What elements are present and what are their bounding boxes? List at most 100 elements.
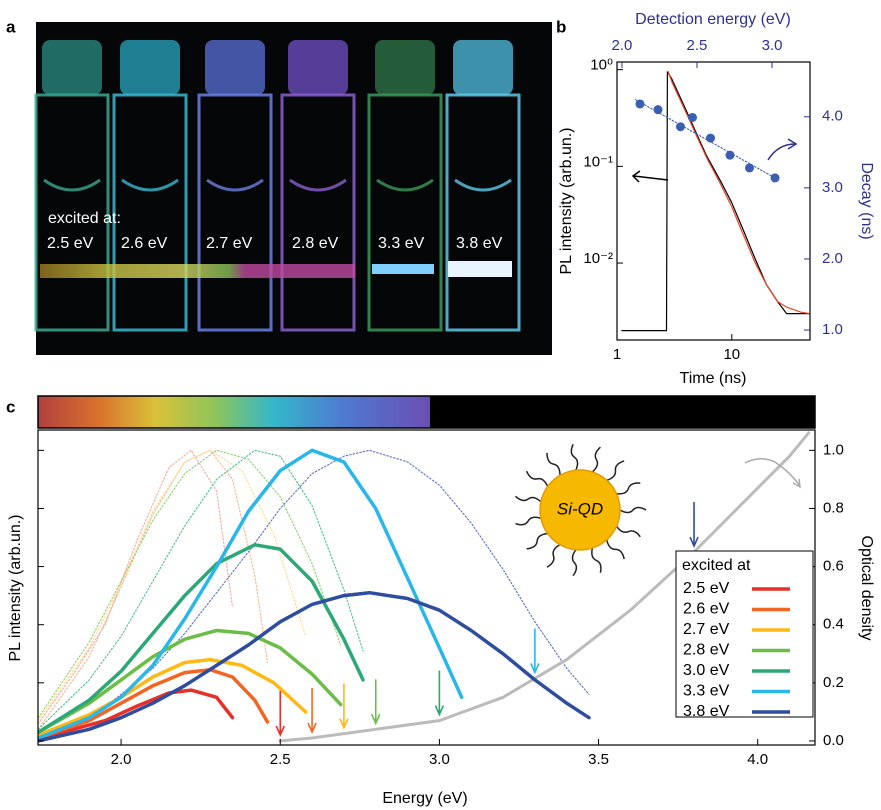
ligand [526, 532, 548, 550]
ligand [525, 470, 549, 487]
vial-body [34, 93, 110, 332]
vial-cap [375, 40, 435, 95]
panel-label: c [6, 397, 15, 416]
arrow [767, 138, 798, 161]
excitation-arrow [370, 679, 381, 726]
legend-box [675, 550, 814, 718]
vial-cap [42, 40, 102, 95]
y-tick-label: 1.0 [823, 441, 844, 458]
photo-label: 2.6 eV [121, 235, 168, 252]
marker [635, 99, 645, 109]
marker [705, 133, 715, 143]
y-tick-label: 10⁻¹ [583, 153, 613, 170]
y-tick-label: 10⁰ [590, 57, 613, 74]
photo-label: 2.7 eV [206, 235, 253, 252]
excitation-arrow [275, 690, 285, 737]
y2-tick-label: 2.0 [822, 250, 843, 267]
x-tick-label: 3.5 [588, 751, 609, 768]
photo-caption: excited at: [48, 210, 121, 227]
ligand [515, 516, 542, 526]
legend-label: 2.7 eV [683, 621, 730, 638]
series-group [621, 71, 810, 332]
legend-label: 2.8 eV [683, 642, 730, 659]
annotation: Si-QD [557, 499, 603, 518]
vial-body [367, 93, 443, 332]
arrow [631, 170, 669, 183]
y-tick-label: 0.2 [823, 674, 844, 691]
glow [372, 264, 434, 274]
y2-tick-label: 3.0 [822, 179, 843, 196]
x-axis-label: Time (ns) [680, 370, 747, 387]
ligand [591, 547, 602, 573]
y2-axis-label: Decay (ns) [858, 162, 875, 239]
chart: 1 10 10⁻² 10⁻¹ 10⁰ 2.0 2.5 3.0 1.0 2.0 3.0 4.0 [583, 37, 842, 363]
ligand [606, 460, 625, 481]
photo-label: 2.5 eV [47, 235, 94, 252]
x2-tick-label: 3.0 [762, 37, 783, 54]
panel-label: b [556, 17, 566, 36]
photo-label: 3.8 eV [456, 235, 503, 252]
x-axis-label: Energy (eV) [382, 790, 467, 807]
vial-meniscus [206, 178, 264, 192]
legend: excited at 2.5 eV 2.6 eV 2.7 eV 2.8 eV 3.0 eV… [675, 550, 814, 720]
y-tick-label: 0.6 [823, 558, 844, 575]
marker [675, 122, 685, 132]
excitation-arrow [339, 683, 349, 730]
trace-line [38, 449, 234, 725]
x-tick-label: 4.0 [747, 751, 768, 768]
ligand [591, 446, 601, 473]
photo-label: 3.3 eV [378, 235, 425, 252]
y2-tick-label: 4.0 [822, 108, 843, 125]
vial-cap [288, 40, 348, 95]
y-tick-label: 10⁻² [583, 250, 613, 267]
marker [745, 163, 755, 173]
legend-title: excited at [682, 557, 751, 574]
x2-axis-label: Detection energy (eV) [635, 11, 791, 28]
x-tick-label: 2.0 [111, 751, 132, 768]
ligand [546, 543, 561, 568]
series-line [38, 590, 591, 743]
trace-line [667, 71, 810, 315]
photo: excited at: 2.5 eV 2.6 eV 2.7 eV 2.8 eV 3.3 e… [34, 22, 552, 355]
arrow [744, 458, 801, 489]
trace-line [278, 431, 811, 743]
photo-label: 2.8 eV [292, 235, 339, 252]
qd-core [539, 469, 621, 551]
vial-meniscus [454, 178, 512, 192]
vial-body [112, 93, 188, 332]
ligand [546, 452, 561, 476]
vial-body [197, 93, 273, 332]
series-line [38, 448, 464, 740]
x2-tick-label: 2.0 [612, 37, 633, 54]
trace-line [38, 449, 307, 722]
legend-label: 3.0 eV [683, 662, 730, 679]
x-tick-label: 10 [723, 346, 740, 363]
vial-meniscus [121, 178, 179, 192]
vial-cap [120, 40, 180, 95]
legend-label: 3.3 eV [683, 683, 730, 700]
x-tick-label: 1 [613, 346, 621, 363]
chart: 2.0 2.5 3.0 3.5 4.0 0.0 0.2 0.4 0.6 0.8 1.0 [37, 429, 844, 768]
excitation-arrow [530, 628, 540, 675]
vial-meniscus [289, 178, 347, 192]
glow [448, 261, 512, 277]
ligand [619, 506, 647, 514]
y-axis-label: PL intensity (arb.un.) [558, 127, 575, 274]
trace-line [38, 449, 342, 719]
y2-tick-label: 1.0 [822, 321, 843, 338]
excitation-arrow [307, 688, 317, 734]
y2-axis-label: Optical density [858, 536, 875, 641]
series-line [38, 688, 235, 740]
series-line [38, 628, 343, 734]
trace-line [38, 449, 364, 730]
marker [687, 112, 697, 122]
vial-meniscus [376, 178, 434, 192]
excitation-arrow [689, 502, 699, 549]
y-tick-label: 0.4 [823, 616, 844, 633]
ligand [615, 525, 641, 538]
plot-frame [616, 61, 811, 341]
series-group [38, 431, 811, 743]
ligand [570, 444, 579, 471]
panel-label: a [6, 17, 16, 36]
